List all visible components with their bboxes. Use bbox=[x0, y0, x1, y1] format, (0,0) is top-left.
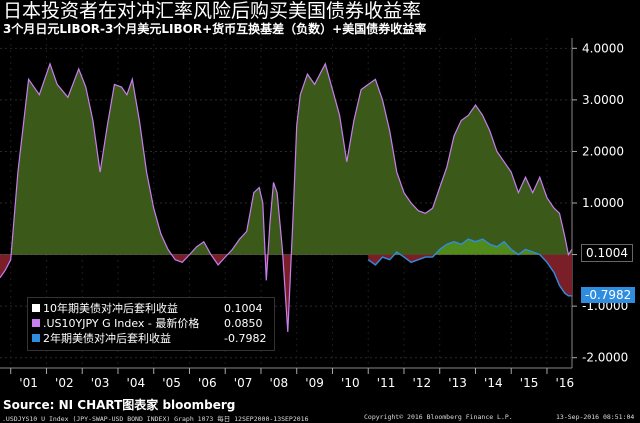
legend-label-index: .US10YJPY G Index - 最新价格 bbox=[43, 317, 200, 330]
footer-left: .USDJYS10 U Index (JPY-SWAP-USD BOND IND… bbox=[2, 415, 309, 423]
legend-label-2y: 2年期美债对冲后套利收益 bbox=[43, 332, 171, 345]
x-tick-label: '07 bbox=[234, 376, 253, 390]
legend-value-index: 0.0850 bbox=[224, 317, 263, 330]
y-tick-label: 3.0000 bbox=[582, 93, 624, 107]
x-tick-label: '09 bbox=[305, 376, 324, 390]
legend-item-2y: 2年期美债对冲后套利收益 -0.7982 bbox=[32, 331, 266, 346]
legend-value-10y: 0.1004 bbox=[224, 302, 263, 315]
source-note: Source: NI CHART图表家 bloomberg bbox=[3, 398, 236, 412]
series-line-2y bbox=[367, 238, 572, 297]
x-tick-label: '04 bbox=[127, 376, 146, 390]
x-tick-label: '08 bbox=[270, 376, 289, 390]
y-tick-label: 4.0000 bbox=[582, 41, 624, 55]
x-tick-label: '02 bbox=[55, 376, 74, 390]
x-tick-label: '15 bbox=[520, 376, 539, 390]
y-tick-label: 1.0000 bbox=[582, 196, 624, 210]
legend-swatch-10y bbox=[32, 304, 40, 312]
x-tick-label: '10 bbox=[341, 376, 360, 390]
chart-subtitle: 3个月日元LIBOR-3个月美元LIBOR+货币互换基差（负数）+美国债券收益率 bbox=[3, 22, 427, 36]
legend-item-10y: 10年期美债对冲后套利收益 0.1004 bbox=[32, 301, 263, 316]
y-tick-label: -2.0000 bbox=[582, 351, 628, 365]
last-value-badge-2y: -0.7982 bbox=[581, 287, 636, 303]
footer-center: Copyright© 2016 Bloomberg Finance L.P. bbox=[364, 413, 513, 421]
x-tick-label: '05 bbox=[162, 376, 181, 390]
footer-bar: .USDJYS10 U Index (JPY-SWAP-USD BOND IND… bbox=[0, 413, 640, 423]
chart-legend: 10年期美债对冲后套利收益 0.1004 .US10YJPY G Index -… bbox=[27, 297, 275, 351]
chart-lines bbox=[0, 61, 573, 332]
legend-item-index: .US10YJPY G Index - 最新价格 0.0850 bbox=[32, 316, 263, 331]
y-tick-label: 2.0000 bbox=[582, 144, 624, 158]
x-axis: '01 '02 '03 '04 '05 '06 '07 '08 '09 '10 '11 '12 '13 '… bbox=[10, 368, 575, 390]
legend-value-2y: -0.7982 bbox=[224, 332, 267, 345]
area-positive bbox=[11, 63, 572, 255]
x-tick-label: '11 bbox=[377, 376, 396, 390]
x-tick-label: '01 bbox=[19, 376, 38, 390]
legend-swatch-2y bbox=[32, 334, 40, 342]
legend-swatch-index bbox=[32, 319, 40, 327]
footer-right: 13-Sep-2016 08:51:04 bbox=[556, 413, 635, 421]
x-tick-label: '12 bbox=[413, 376, 432, 390]
area-negative bbox=[0, 254, 572, 332]
legend-label-10y: 10年期美债对冲后套利收益 bbox=[43, 302, 178, 315]
x-tick-label: '06 bbox=[198, 376, 217, 390]
chart-fills bbox=[0, 63, 572, 332]
x-tick-label: '14 bbox=[484, 376, 503, 390]
last-value-badge-10y: 0.1004 bbox=[581, 244, 633, 262]
x-tick-label: '13 bbox=[448, 376, 467, 390]
x-tick-label: '16 bbox=[556, 376, 575, 390]
series-line-10y bbox=[0, 61, 573, 332]
x-tick-label: '03 bbox=[91, 376, 110, 390]
chart-title: 日本投资者在对冲汇率风险后购买美国债券收益率 bbox=[3, 0, 422, 22]
